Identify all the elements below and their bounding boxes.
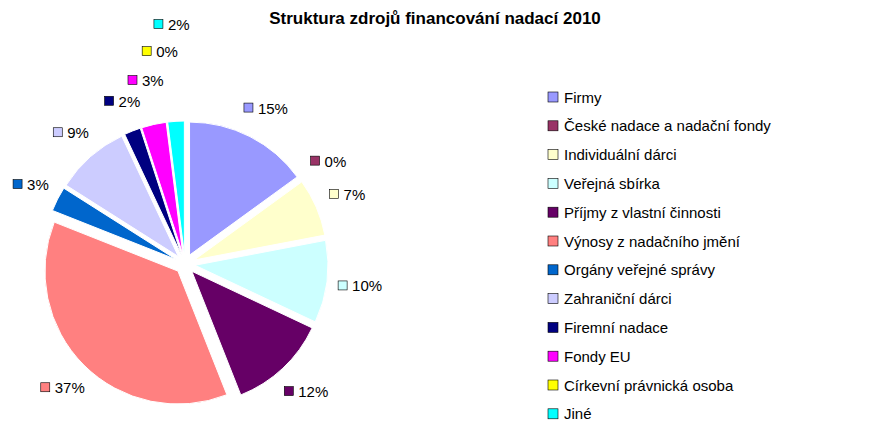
data-label: 9% — [67, 124, 89, 141]
label-swatch — [41, 383, 50, 392]
pie-slice — [45, 222, 227, 404]
legend-label: Orgány veřejné správy — [564, 261, 715, 278]
legend-swatch — [548, 294, 558, 304]
chart-title: Struktura zdrojů financování nadací 2010 — [269, 9, 601, 28]
legend-swatch — [548, 92, 558, 102]
label-swatch — [128, 76, 137, 85]
label-swatch — [105, 96, 114, 105]
legend-swatch — [548, 178, 558, 188]
legend-swatch — [548, 351, 558, 361]
legend-label: Příjmy z vlastní činnosti — [564, 204, 721, 221]
legend-swatch — [548, 121, 558, 131]
legend-swatch — [548, 322, 558, 332]
label-swatch — [311, 156, 320, 165]
legend-swatch — [548, 265, 558, 275]
data-label: 3% — [27, 176, 49, 193]
label-swatch — [53, 128, 62, 137]
legend-label: Firmy — [564, 89, 602, 106]
legend: Firmy České nadace a nadační fondy Individ… — [548, 89, 771, 423]
data-labels: 15%0%7%10%12%37%3%9%2%3%0%2% — [13, 16, 382, 400]
label-swatch — [244, 103, 253, 112]
label-swatch — [13, 180, 22, 189]
data-label: 2% — [119, 93, 141, 110]
legend-label: Individuální dárci — [564, 146, 677, 163]
legend-swatch — [548, 207, 558, 217]
legend-label: Firemní nadace — [564, 319, 668, 336]
chart-container: Struktura zdrojů financování nadací 2010… — [0, 0, 870, 434]
data-label: 15% — [258, 100, 288, 117]
data-label: 0% — [325, 153, 347, 170]
legend-swatch — [548, 150, 558, 160]
legend-label: Veřejná sbírka — [564, 175, 661, 192]
label-swatch — [154, 19, 163, 28]
chart-svg: Struktura zdrojů financování nadací 2010… — [0, 0, 870, 434]
pie-slice — [168, 121, 185, 254]
legend-label: Výnosy z nadačního jmění — [564, 233, 741, 250]
data-label: 10% — [352, 277, 382, 294]
data-label: 2% — [168, 16, 190, 33]
pie-slices — [45, 121, 328, 404]
legend-swatch — [548, 380, 558, 390]
legend-label: Jiné — [564, 405, 592, 422]
background — [0, 0, 870, 434]
data-label: 37% — [55, 379, 85, 396]
label-swatch — [142, 47, 151, 56]
legend-swatch — [548, 236, 558, 246]
legend-swatch — [548, 409, 558, 419]
label-swatch — [284, 387, 293, 396]
data-label: 0% — [156, 43, 178, 60]
legend-label: Zahraniční dárci — [564, 290, 672, 307]
label-swatch — [338, 281, 347, 290]
label-swatch — [330, 189, 339, 198]
data-label: 3% — [142, 72, 164, 89]
legend-label: České nadace a nadační fondy — [564, 117, 771, 134]
legend-label: Fondy EU — [564, 348, 631, 365]
data-label: 7% — [344, 186, 366, 203]
legend-label: Církevní právnická osoba — [564, 377, 734, 394]
data-label: 12% — [298, 383, 328, 400]
